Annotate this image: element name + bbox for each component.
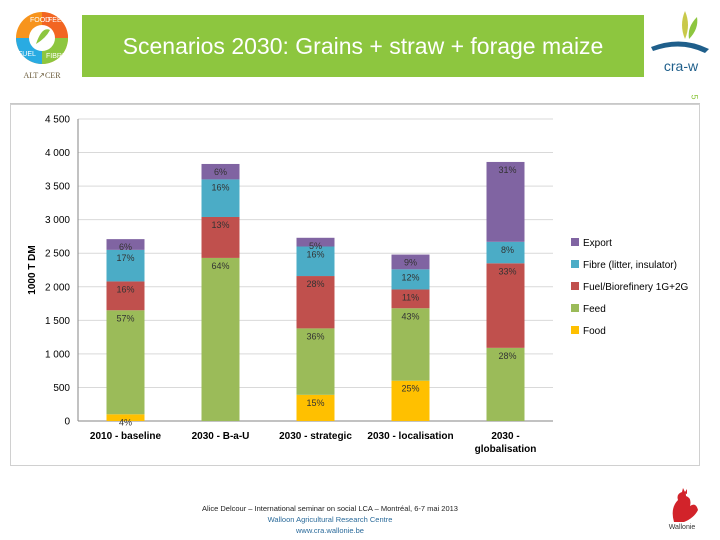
wallonie-rooster-logo (656, 486, 708, 536)
y-tick-label: 0 (64, 417, 70, 428)
data-label: 28% (498, 351, 516, 361)
header-divider (10, 103, 700, 104)
x-tick-label: globalisation (475, 444, 537, 455)
legend-swatch (571, 326, 579, 334)
bar-segment (391, 269, 430, 290)
data-label: 4% (119, 417, 132, 427)
bar-segment (106, 239, 145, 250)
data-label: 11% (402, 292, 419, 302)
data-label: 43% (401, 311, 419, 321)
bar-segment (391, 289, 430, 309)
bar-segment (106, 281, 145, 311)
x-tick-label: 2030 - B-a-U (192, 431, 250, 442)
x-tick-label: 2010 - baseline (90, 431, 162, 442)
footer: Alice Delcour – International seminar on… (120, 503, 540, 536)
data-label: 33% (498, 266, 516, 276)
ring-word-fibre: FIBRE (46, 53, 67, 60)
y-tick-label: 500 (53, 383, 70, 394)
cra-w-logo: cra-w (645, 5, 717, 77)
data-label: 57% (116, 313, 134, 323)
ring-word-food: FOOD (30, 17, 50, 24)
bar-segment (391, 308, 430, 381)
bar-segment (106, 310, 145, 415)
bar-segment (201, 179, 240, 217)
legend-swatch (571, 260, 579, 268)
bar-segment (486, 161, 525, 242)
footer-website-link[interactable]: www.cra.wallonie.be (296, 526, 364, 535)
bar-segment (486, 347, 525, 421)
legend-label: Export (583, 238, 612, 249)
data-label: 16% (211, 182, 229, 192)
data-label: 12% (401, 272, 419, 282)
footer-organisation: Walloon Agricultural Research Centre (267, 515, 393, 524)
wallonie-label: Wallonie (668, 524, 696, 531)
legend-swatch (571, 282, 579, 290)
bar-segment (296, 328, 335, 395)
legend-label: Feed (583, 304, 606, 315)
y-tick-label: 4 000 (45, 148, 70, 159)
bar-segment (486, 241, 525, 264)
bar-segment (201, 163, 240, 180)
data-label: 13% (211, 220, 229, 230)
data-label: 6% (119, 242, 132, 252)
bar-segment (296, 394, 335, 421)
y-tick-label: 2 500 (45, 249, 70, 260)
data-label: 25% (401, 384, 419, 394)
y-tick-label: 3 500 (45, 182, 70, 193)
y-axis-title: 1000 T DM (27, 245, 38, 294)
data-label: 15% (306, 398, 324, 408)
data-label: 31% (498, 165, 516, 175)
bar-segment (296, 246, 335, 277)
slide-title: Scenarios 2030: Grains + straw + forage … (122, 32, 604, 59)
cra-w-wordmark: cra-w (664, 58, 699, 74)
bar-segment (106, 414, 145, 421)
y-tick-label: 4 500 (45, 115, 70, 126)
data-label: 16% (116, 284, 134, 294)
bar-segment (201, 216, 240, 258)
legend-swatch (571, 238, 579, 246)
x-tick-label: 2030 - localisation (367, 431, 453, 442)
data-label: 17% (116, 253, 134, 263)
bar-segment (486, 263, 525, 348)
data-label: 64% (211, 261, 229, 271)
bar-segment (391, 254, 430, 270)
footer-credit: Alice Delcour – International seminar on… (202, 504, 458, 513)
legend-label: Food (583, 326, 606, 337)
data-label: 16% (306, 250, 324, 260)
y-tick-label: 3 000 (45, 215, 70, 226)
legend-label: Fuel/Biorefinery 1G+2G (583, 282, 689, 293)
bar-segment (391, 380, 430, 421)
altercer-logo: FOOD FEED FUEL FIBRE ALT↗CER (6, 8, 78, 80)
bar-segment (106, 249, 145, 282)
altercer-wordmark: ALT↗CER (23, 71, 61, 80)
bar-segment (201, 257, 240, 421)
data-label: 5% (309, 241, 322, 251)
y-tick-label: 1 000 (45, 349, 70, 360)
ring-word-feed: FEED (48, 17, 67, 24)
data-label: 36% (306, 331, 324, 341)
legend-label: Fibre (litter, insulator) (583, 260, 677, 271)
data-label: 8% (501, 245, 514, 255)
x-tick-label: 2030 - (491, 431, 519, 442)
y-tick-label: 2 000 (45, 282, 70, 293)
legend-swatch (571, 304, 579, 312)
data-label: 9% (404, 258, 417, 268)
data-label: 28% (306, 279, 324, 289)
stacked-bar-chart: 0 500 1 000 1 500 2 000 2 500 3 000 3 500 4 000 4… (27, 115, 689, 456)
bar-segment (296, 237, 335, 247)
chart-frame (10, 104, 700, 466)
x-tick-label: 2030 - strategic (279, 431, 352, 442)
data-label: 6% (214, 167, 227, 177)
title-banner: Scenarios 2030: Grains + straw + forage … (82, 15, 644, 77)
y-tick-label: 1 500 (45, 316, 70, 327)
ring-word-fuel: FUEL (18, 51, 36, 58)
bar-segment (296, 276, 335, 329)
